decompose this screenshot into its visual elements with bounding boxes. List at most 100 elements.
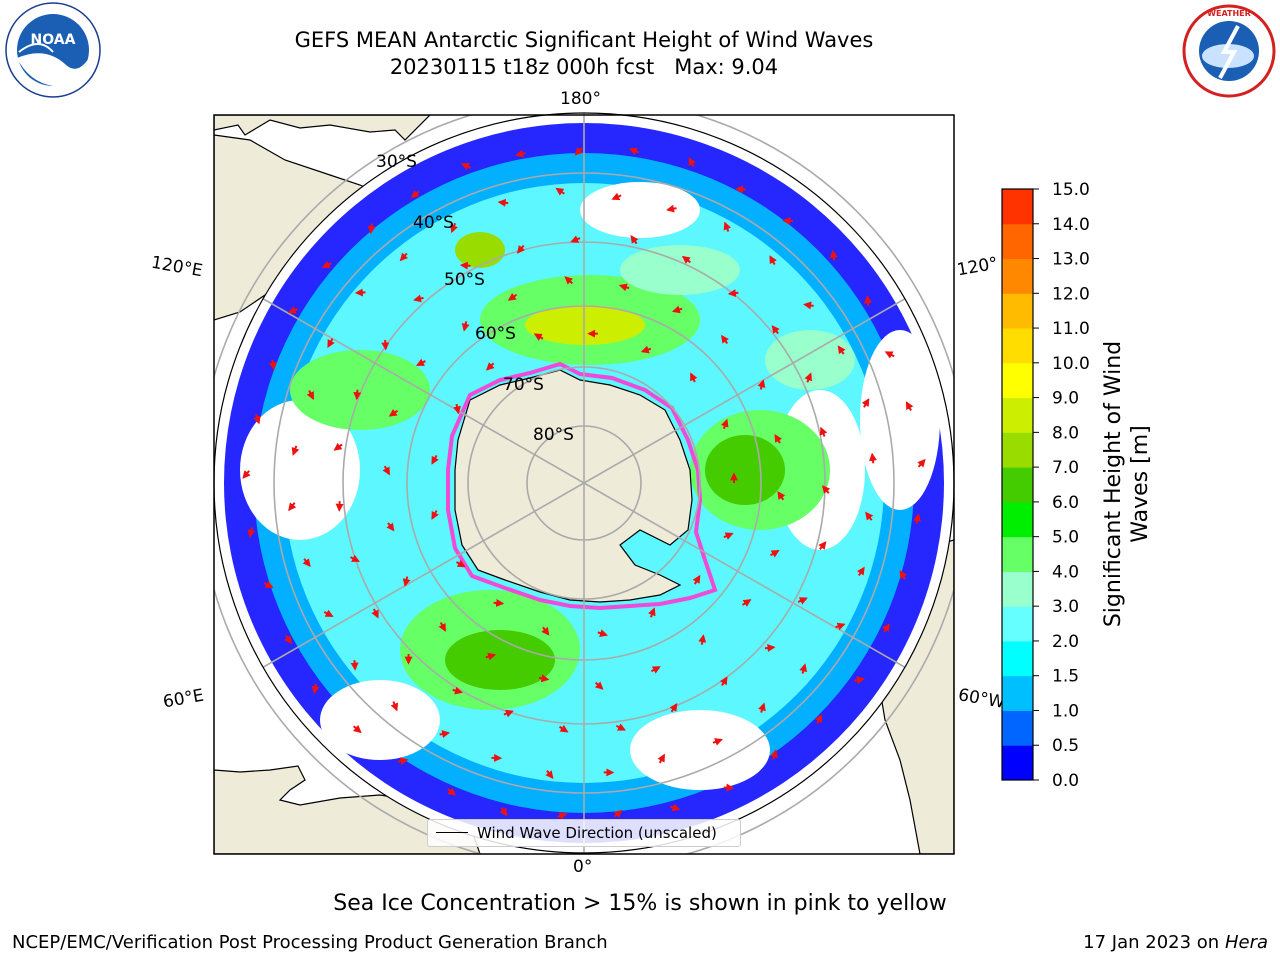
wave-arrow <box>613 809 623 819</box>
lat-label-80s: 80°S <box>533 425 574 445</box>
wave-arrow <box>864 295 872 306</box>
wave-arrow <box>503 709 514 718</box>
wave-arrow <box>723 221 732 232</box>
wave-arrow <box>837 345 846 355</box>
wave-arrow <box>905 401 914 411</box>
wave-arrow <box>829 249 838 261</box>
wave-arrow <box>618 283 630 292</box>
wave-arrow <box>799 663 808 674</box>
wave-arrow <box>670 803 681 812</box>
wave-arrow <box>242 470 251 479</box>
wave-arrow <box>538 674 550 683</box>
lat-label-30s: 30°S <box>376 152 417 172</box>
credit-date-text: 17 Jan 2023 on <box>1083 932 1225 953</box>
wave-arrow <box>698 634 707 645</box>
wave-arrow <box>399 252 409 262</box>
wave-arrow <box>690 372 698 383</box>
wave-arrow <box>640 345 652 354</box>
wave-arrow <box>854 676 865 685</box>
credit-machine: Hera <box>1224 932 1268 953</box>
wave-arrow <box>438 622 447 632</box>
wave-arrow <box>533 333 544 341</box>
wave-direction-arrows <box>242 147 926 820</box>
wave-arrow <box>819 426 828 437</box>
wave-arrow <box>721 334 729 345</box>
wave-arrow <box>777 491 786 501</box>
wave-arrow <box>688 157 696 167</box>
legend-label: Wind Wave Direction (unscaled) <box>477 824 717 842</box>
wave-arrow <box>459 261 471 270</box>
wave-arrow <box>671 305 683 314</box>
wave-arrow <box>735 185 746 194</box>
wave-arrow <box>323 609 334 618</box>
wave-arrow <box>541 626 550 636</box>
wave-arrow <box>439 730 451 739</box>
noaa-logo-icon: NOAA <box>5 2 101 98</box>
wave-arrow <box>818 541 827 551</box>
wave-arrow <box>253 414 261 425</box>
wave-arrow <box>390 701 399 712</box>
wave-arrow <box>350 660 359 671</box>
wave-arrow <box>354 288 366 297</box>
wave-arrow <box>681 255 691 264</box>
wave-arrow <box>402 576 411 587</box>
wave-arrow <box>913 513 921 524</box>
wave-arrow <box>545 769 554 779</box>
lat-label-40s: 40°S <box>413 213 454 233</box>
wave-arrow <box>574 147 584 156</box>
wave-arrow <box>804 372 813 383</box>
map-legend: Wind Wave Direction (unscaled) <box>427 819 741 847</box>
lat-label-50s: 50°S <box>444 270 485 290</box>
wave-arrow <box>287 306 299 314</box>
wave-arrow <box>628 147 640 156</box>
wave-arrow <box>499 807 508 817</box>
svg-text:WEATHER: WEATHER <box>1207 9 1251 18</box>
wave-arrow <box>461 162 471 171</box>
wave-arrow <box>657 753 666 764</box>
wave-arrow <box>333 442 343 451</box>
wave-arrow <box>821 485 831 494</box>
wave-arrow <box>371 608 379 619</box>
meridians <box>259 113 909 853</box>
wave-arrow <box>865 511 874 521</box>
wave-arrow <box>782 216 793 225</box>
wave-arrow <box>882 623 890 633</box>
colorbar-label: Significant Height of Wind Waves [m] <box>1101 340 1153 628</box>
wave-arrow <box>650 666 661 674</box>
wave-arrow <box>558 724 569 733</box>
wave-arrow <box>306 390 315 400</box>
wave-arrow <box>769 255 777 265</box>
land-antarctica <box>454 369 693 603</box>
wave-arrow <box>669 703 678 713</box>
wave-arrow <box>485 652 497 661</box>
nws-logo: WEATHER <box>1180 4 1278 98</box>
lat-label-60s: 60°S <box>475 324 516 344</box>
lon-label-180: 180° <box>560 89 601 109</box>
wave-arrow <box>835 622 846 631</box>
wave-arrow <box>797 597 808 605</box>
wave-arrow <box>352 724 362 734</box>
wave-arrow <box>557 812 568 820</box>
wave-arrow <box>666 204 677 213</box>
credit-date: 17 Jan 2023 on Hera <box>1083 932 1268 954</box>
wave-arrow <box>497 198 509 207</box>
wave-arrow <box>288 502 297 512</box>
wave-arrow <box>719 676 728 686</box>
wave-arrow <box>555 187 565 196</box>
sea-ice-edge <box>446 361 718 611</box>
wave-arrow <box>720 418 729 430</box>
wave-arrow <box>381 339 390 351</box>
noaa-logo: NOAA <box>5 2 101 98</box>
svg-text:NOAA: NOAA <box>31 32 76 48</box>
wave-arrow <box>516 244 526 254</box>
wave-arrow <box>570 235 581 243</box>
wave-arrow <box>856 566 865 577</box>
wave-arrow <box>321 260 332 269</box>
wave-arrow <box>741 599 752 607</box>
credit-branch: NCEP/EMC/Verification Post Processing Pr… <box>12 932 608 953</box>
wave-arrow <box>350 554 360 563</box>
wave-arrow <box>413 294 424 303</box>
wave-arrow <box>564 276 574 285</box>
wave-arrow <box>611 192 622 201</box>
